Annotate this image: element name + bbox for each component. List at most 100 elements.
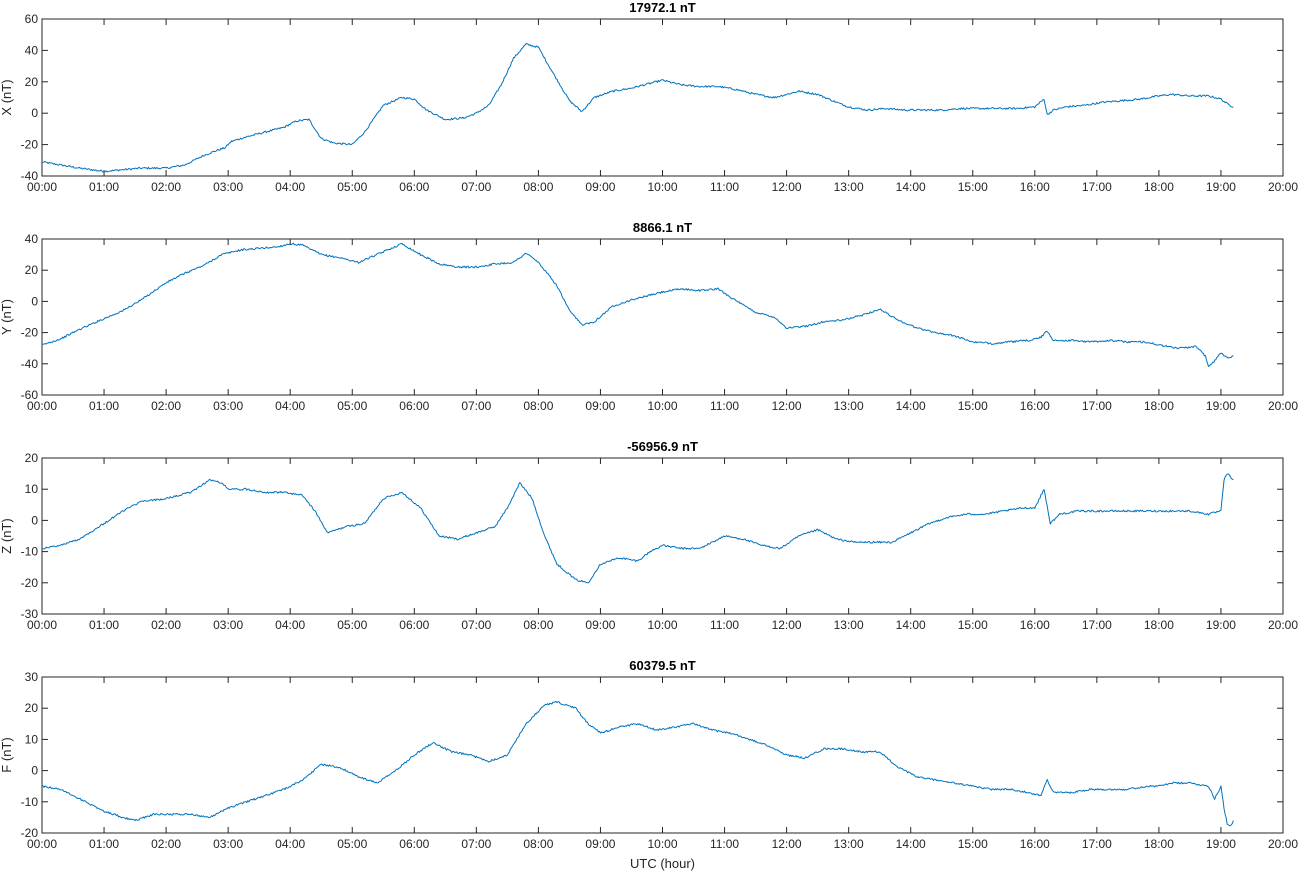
y-tick-label: 0 — [31, 106, 38, 120]
x-tick-label: 03:00 — [213, 399, 243, 413]
x-tick-label: 19:00 — [1206, 180, 1236, 194]
x-tick-label: 13:00 — [834, 618, 864, 632]
x-tick-label: 18:00 — [1144, 618, 1174, 632]
axes-box — [41, 238, 1284, 396]
x-tick-label: 11:00 — [710, 180, 739, 194]
y-tick-label: 0 — [31, 294, 38, 308]
panel-title: -56956.9 nT — [627, 439, 698, 454]
x-tick-label: 01:00 — [89, 399, 119, 413]
x-tick-label: 05:00 — [337, 618, 367, 632]
axes-box — [41, 457, 1284, 615]
x-tick-label: 08:00 — [523, 399, 553, 413]
x-tick-label: 01:00 — [89, 180, 119, 194]
x-tick-label: 01:00 — [89, 837, 119, 851]
x-tick-label: 10:00 — [647, 180, 677, 194]
x-tick-label: 14:00 — [896, 618, 926, 632]
x-tick-label: 01:00 — [89, 618, 119, 632]
x-tick-label: 18:00 — [1144, 837, 1174, 851]
x-tick-label: 05:00 — [337, 837, 367, 851]
x-tick-label: 15:00 — [958, 837, 988, 851]
x-tick-label: 19:00 — [1206, 618, 1236, 632]
x-tick-label: 10:00 — [647, 618, 677, 632]
y-axis-label: X (nT) — [0, 79, 14, 115]
x-tick-label: 13:00 — [834, 399, 864, 413]
panel-1: 00:00 01:00 02:00 03:00 04:00 05:00 06:00 07:00… — [0, 0, 1298, 194]
y-tick-label: -20 — [21, 576, 39, 590]
x-tick-label: 05:00 — [337, 180, 367, 194]
x-tick-label: 06:00 — [399, 618, 429, 632]
x-tick-label: 04:00 — [275, 618, 305, 632]
x-tick-label: 15:00 — [958, 399, 988, 413]
x-tick-label: 09:00 — [585, 399, 615, 413]
x-tick-label: 05:00 — [337, 399, 367, 413]
x-tick-label: 07:00 — [461, 618, 491, 632]
x-tick-label: 18:00 — [1144, 399, 1174, 413]
x-tick-label: 20:00 — [1268, 180, 1298, 194]
x-tick-label: 04:00 — [275, 180, 305, 194]
x-tick-label: 11:00 — [710, 399, 739, 413]
y-tick-label: 30 — [25, 670, 39, 684]
x-tick-label: 17:00 — [1082, 837, 1112, 851]
x-tick-label: 06:00 — [399, 180, 429, 194]
x-tick-label: 08:00 — [523, 180, 553, 194]
x-tick-label: 11:00 — [710, 837, 739, 851]
x-tick-label: 10:00 — [647, 837, 677, 851]
x-tick-label: 09:00 — [585, 837, 615, 851]
x-tick-label: 12:00 — [772, 618, 802, 632]
series-line — [41, 242, 1234, 367]
y-tick-label: 20 — [25, 75, 39, 89]
x-tick-label: 11:00 — [710, 618, 739, 632]
x-tick-label: 03:00 — [213, 837, 243, 851]
y-tick-label: -10 — [21, 795, 39, 809]
x-tick-label: 04:00 — [275, 837, 305, 851]
x-tick-label: 17:00 — [1082, 180, 1112, 194]
x-tick-label: 19:00 — [1206, 399, 1236, 413]
series-line — [41, 43, 1234, 173]
x-tick-label: 12:00 — [772, 399, 802, 413]
x-tick-label: 06:00 — [399, 837, 429, 851]
x-tick-label: 02:00 — [151, 837, 181, 851]
series-line — [41, 700, 1234, 827]
x-tick-label: 14:00 — [896, 180, 926, 194]
y-tick-label: 0 — [31, 764, 38, 778]
y-tick-label: 20 — [25, 701, 39, 715]
y-axis-label: F (nT) — [0, 737, 14, 772]
x-tick-label: 04:00 — [275, 399, 305, 413]
x-tick-label: 12:00 — [772, 837, 802, 851]
x-tick-label: 09:00 — [585, 618, 615, 632]
y-tick-label: -20 — [21, 826, 39, 840]
x-tick-label: 08:00 — [523, 837, 553, 851]
x-axis-label: UTC (hour) — [630, 856, 695, 871]
x-tick-label: 07:00 — [461, 399, 491, 413]
x-tick-label: 15:00 — [958, 618, 988, 632]
x-tick-label: 13:00 — [834, 180, 864, 194]
x-tick-label: 07:00 — [461, 180, 491, 194]
x-tick-label: 15:00 — [958, 180, 988, 194]
x-tick-label: 16:00 — [1020, 399, 1050, 413]
x-tick-label: 16:00 — [1020, 837, 1050, 851]
y-tick-label: 40 — [25, 43, 39, 57]
x-tick-label: 18:00 — [1144, 180, 1174, 194]
x-tick-label: 16:00 — [1020, 618, 1050, 632]
series-line — [41, 473, 1234, 584]
x-tick-label: 07:00 — [461, 837, 491, 851]
x-tick-label: 20:00 — [1268, 618, 1298, 632]
panel-title: 8866.1 nT — [633, 220, 692, 235]
panel-2: 00:00 01:00 02:00 03:00 04:00 05:00 06:00 07:00… — [0, 220, 1298, 413]
y-tick-label: -40 — [21, 169, 39, 183]
x-tick-label: 06:00 — [399, 399, 429, 413]
x-tick-label: 20:00 — [1268, 837, 1298, 851]
x-tick-label: 00:00 — [27, 618, 57, 632]
x-tick-label: 02:00 — [151, 399, 181, 413]
y-tick-label: -60 — [21, 388, 39, 402]
y-axis-label: Z (nT) — [0, 518, 14, 553]
x-tick-label: 02:00 — [151, 618, 181, 632]
y-tick-label: 20 — [25, 263, 39, 277]
axes-box — [41, 18, 1284, 177]
y-tick-label: -20 — [21, 138, 39, 152]
panel-title: 17972.1 nT — [629, 0, 696, 15]
y-tick-label: 10 — [25, 482, 39, 496]
y-tick-label: -40 — [21, 357, 39, 371]
x-tick-label: 12:00 — [772, 180, 802, 194]
x-tick-label: 17:00 — [1082, 399, 1112, 413]
